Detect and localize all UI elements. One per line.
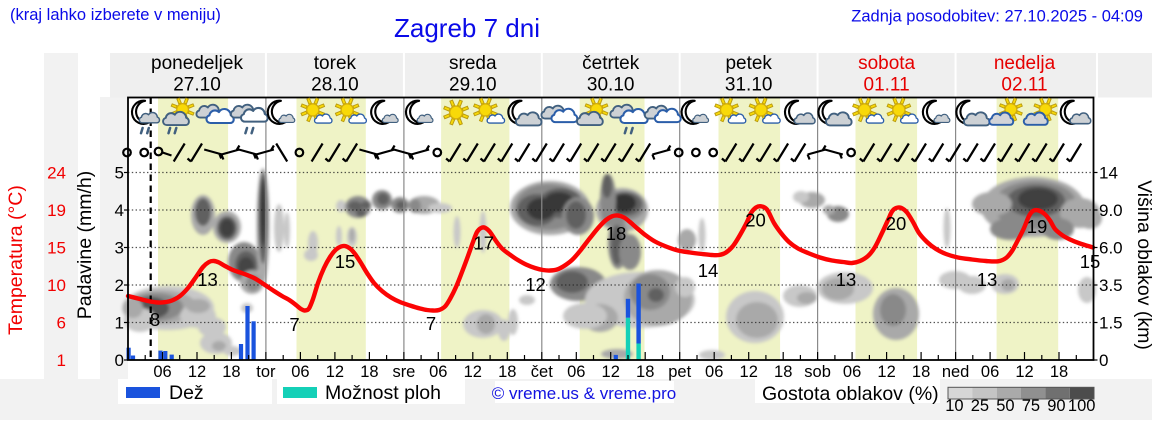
svg-text:Padavine (mm/h): Padavine (mm/h) (74, 171, 96, 319)
svg-text:18: 18 (360, 363, 378, 381)
svg-text:Možnost ploh: Možnost ploh (325, 382, 441, 404)
svg-text:25: 25 (971, 397, 989, 415)
svg-text:1.5: 1.5 (1099, 314, 1123, 333)
svg-text:13: 13 (977, 269, 998, 290)
svg-text:6: 6 (57, 314, 66, 333)
svg-text:75: 75 (1022, 397, 1040, 415)
svg-text:8: 8 (150, 309, 160, 330)
svg-text:15: 15 (47, 239, 66, 258)
svg-text:06: 06 (705, 363, 723, 381)
svg-text:06: 06 (843, 363, 861, 381)
svg-text:Zagreb 7 dni: Zagreb 7 dni (394, 13, 540, 43)
svg-text:20: 20 (886, 213, 907, 234)
svg-text:27.10: 27.10 (173, 75, 221, 96)
svg-text:18: 18 (636, 363, 654, 381)
svg-text:3: 3 (115, 239, 124, 258)
svg-text:10: 10 (945, 397, 963, 415)
svg-text:20: 20 (745, 210, 766, 231)
svg-text:30.10: 30.10 (587, 75, 635, 96)
svg-text:sreda: sreda (449, 53, 497, 74)
svg-text:50: 50 (996, 397, 1014, 415)
svg-text:15: 15 (1080, 251, 1101, 272)
svg-text:13: 13 (197, 269, 218, 290)
svg-text:4: 4 (115, 201, 124, 220)
svg-text:17: 17 (473, 233, 494, 254)
svg-text:12: 12 (602, 363, 620, 381)
svg-text:1: 1 (115, 314, 124, 333)
svg-text:12: 12 (525, 274, 546, 295)
svg-text:pet: pet (668, 363, 691, 381)
svg-text:6.0: 6.0 (1099, 239, 1123, 258)
svg-text:90: 90 (1047, 397, 1065, 415)
svg-text:100: 100 (1068, 397, 1096, 415)
svg-text:1: 1 (57, 351, 66, 370)
svg-text:nedelja: nedelja (994, 53, 1056, 74)
svg-text:Temperatura (°C): Temperatura (°C) (5, 185, 27, 335)
svg-text:sob: sob (804, 363, 831, 381)
svg-text:18: 18 (498, 363, 516, 381)
svg-text:petek: petek (725, 53, 772, 74)
svg-text:četrtek: četrtek (582, 53, 640, 74)
svg-text:3.5: 3.5 (1099, 276, 1123, 295)
svg-text:čet: čet (531, 363, 553, 381)
svg-text:06: 06 (153, 363, 171, 381)
svg-text:Višina oblakov (km): Višina oblakov (km) (1133, 180, 1152, 350)
svg-text:31.10: 31.10 (725, 75, 773, 96)
svg-text:0: 0 (1099, 351, 1108, 370)
svg-text:14: 14 (1099, 164, 1118, 183)
svg-text:12: 12 (1015, 363, 1033, 381)
svg-text:12: 12 (740, 363, 758, 381)
svg-text:24: 24 (47, 164, 66, 183)
svg-text:06: 06 (567, 363, 585, 381)
svg-text:06: 06 (981, 363, 999, 381)
svg-text:Gostota oblakov (%): Gostota oblakov (%) (762, 383, 939, 405)
svg-text:(kraj lahko izberete v meniju): (kraj lahko izberete v meniju) (10, 6, 221, 24)
svg-text:13: 13 (836, 269, 857, 290)
svg-text:18: 18 (606, 223, 627, 244)
svg-text:© vreme.us & vreme.pro: © vreme.us & vreme.pro (492, 384, 676, 403)
svg-text:Zadnja posodobitev: 27.10.2025: Zadnja posodobitev: 27.10.2025 - 04:09 (851, 8, 1143, 26)
svg-text:18: 18 (222, 363, 240, 381)
svg-text:18: 18 (774, 363, 792, 381)
svg-text:06: 06 (291, 363, 309, 381)
svg-text:29.10: 29.10 (449, 75, 497, 96)
svg-text:18: 18 (912, 363, 930, 381)
svg-text:14: 14 (698, 260, 719, 281)
svg-text:12: 12 (326, 363, 344, 381)
svg-text:tor: tor (256, 363, 276, 381)
svg-text:7: 7 (289, 314, 299, 335)
svg-text:06: 06 (429, 363, 447, 381)
svg-text:12: 12 (464, 363, 482, 381)
svg-text:0: 0 (115, 351, 124, 370)
svg-text:7: 7 (426, 313, 436, 334)
svg-text:ponedeljek: ponedeljek (151, 53, 243, 74)
svg-text:18: 18 (1050, 363, 1068, 381)
svg-text:12: 12 (877, 363, 895, 381)
svg-text:9.0: 9.0 (1099, 201, 1123, 220)
svg-text:01.11: 01.11 (864, 75, 910, 96)
svg-text:02.11: 02.11 (1001, 75, 1047, 96)
svg-text:10: 10 (47, 276, 66, 295)
svg-text:19: 19 (47, 201, 66, 220)
svg-text:5: 5 (115, 164, 124, 183)
svg-text:28.10: 28.10 (311, 75, 359, 96)
svg-text:12: 12 (188, 363, 206, 381)
svg-text:torek: torek (314, 53, 357, 74)
svg-text:15: 15 (335, 251, 356, 272)
svg-text:sobota: sobota (858, 53, 915, 74)
svg-text:2: 2 (115, 276, 124, 295)
svg-text:ned: ned (942, 363, 970, 381)
svg-text:Dež: Dež (169, 382, 204, 404)
svg-text:19: 19 (1027, 216, 1048, 237)
svg-text:sre: sre (392, 363, 415, 381)
